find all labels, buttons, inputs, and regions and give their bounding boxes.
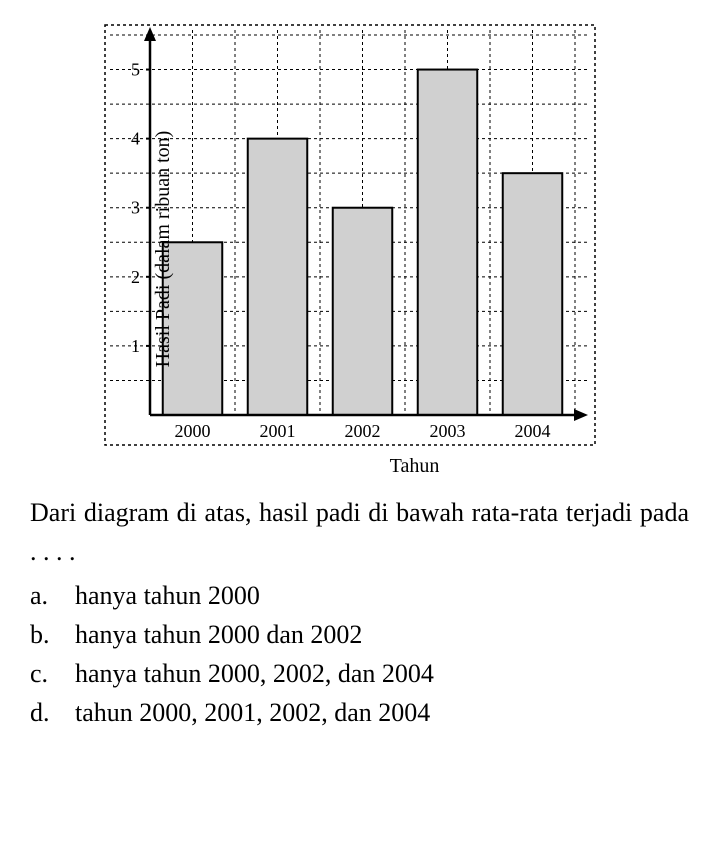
option-letter: c. (30, 654, 55, 693)
option-letter: b. (30, 615, 55, 654)
chart-container: Hasil Padi (dalam ribuan ton) 1 2 3 4 5 2000 2… (100, 20, 689, 478)
bar (418, 70, 478, 415)
y-tick-label: 4 (131, 129, 140, 149)
option-item: d. tahun 2000, 2001, 2002, dan 2004 (30, 693, 689, 732)
y-tick-label: 5 (131, 60, 140, 80)
x-tick-label: 2000 (175, 421, 211, 441)
option-item: a. hanya tahun 2000 (30, 576, 689, 615)
y-tick-label: 3 (131, 198, 140, 218)
bar-chart: 1 2 3 4 5 2000 2001 2002 2003 2004 (100, 20, 600, 450)
x-tick-label: 2001 (260, 421, 296, 441)
x-tick-label: 2002 (345, 421, 381, 441)
option-text: hanya tahun 2000 (75, 576, 260, 615)
bar (248, 139, 308, 415)
x-tick-label: 2004 (515, 421, 551, 441)
x-tick-label: 2003 (430, 421, 466, 441)
bar (333, 208, 393, 415)
option-item: c. hanya tahun 2000, 2002, dan 2004 (30, 654, 689, 693)
option-item: b. hanya tahun 2000 dan 2002 (30, 615, 689, 654)
y-axis-label: Hasil Padi (dalam ribuan ton) (152, 131, 175, 368)
x-axis-label: Tahun (140, 455, 689, 478)
options-list: a. hanya tahun 2000 b. hanya tahun 2000 dan… (30, 576, 689, 732)
bar (503, 173, 563, 415)
option-text: tahun 2000, 2001, 2002, dan 2004 (75, 693, 430, 732)
option-letter: a. (30, 576, 55, 615)
option-text: hanya tahun 2000 dan 2002 (75, 615, 362, 654)
option-letter: d. (30, 693, 55, 732)
y-tick-label: 1 (131, 336, 140, 356)
y-tick-label: 2 (131, 267, 140, 287)
question-text: Dari diagram di atas, hasil padi di bawa… (30, 493, 689, 571)
option-text: hanya tahun 2000, 2002, dan 2004 (75, 654, 434, 693)
